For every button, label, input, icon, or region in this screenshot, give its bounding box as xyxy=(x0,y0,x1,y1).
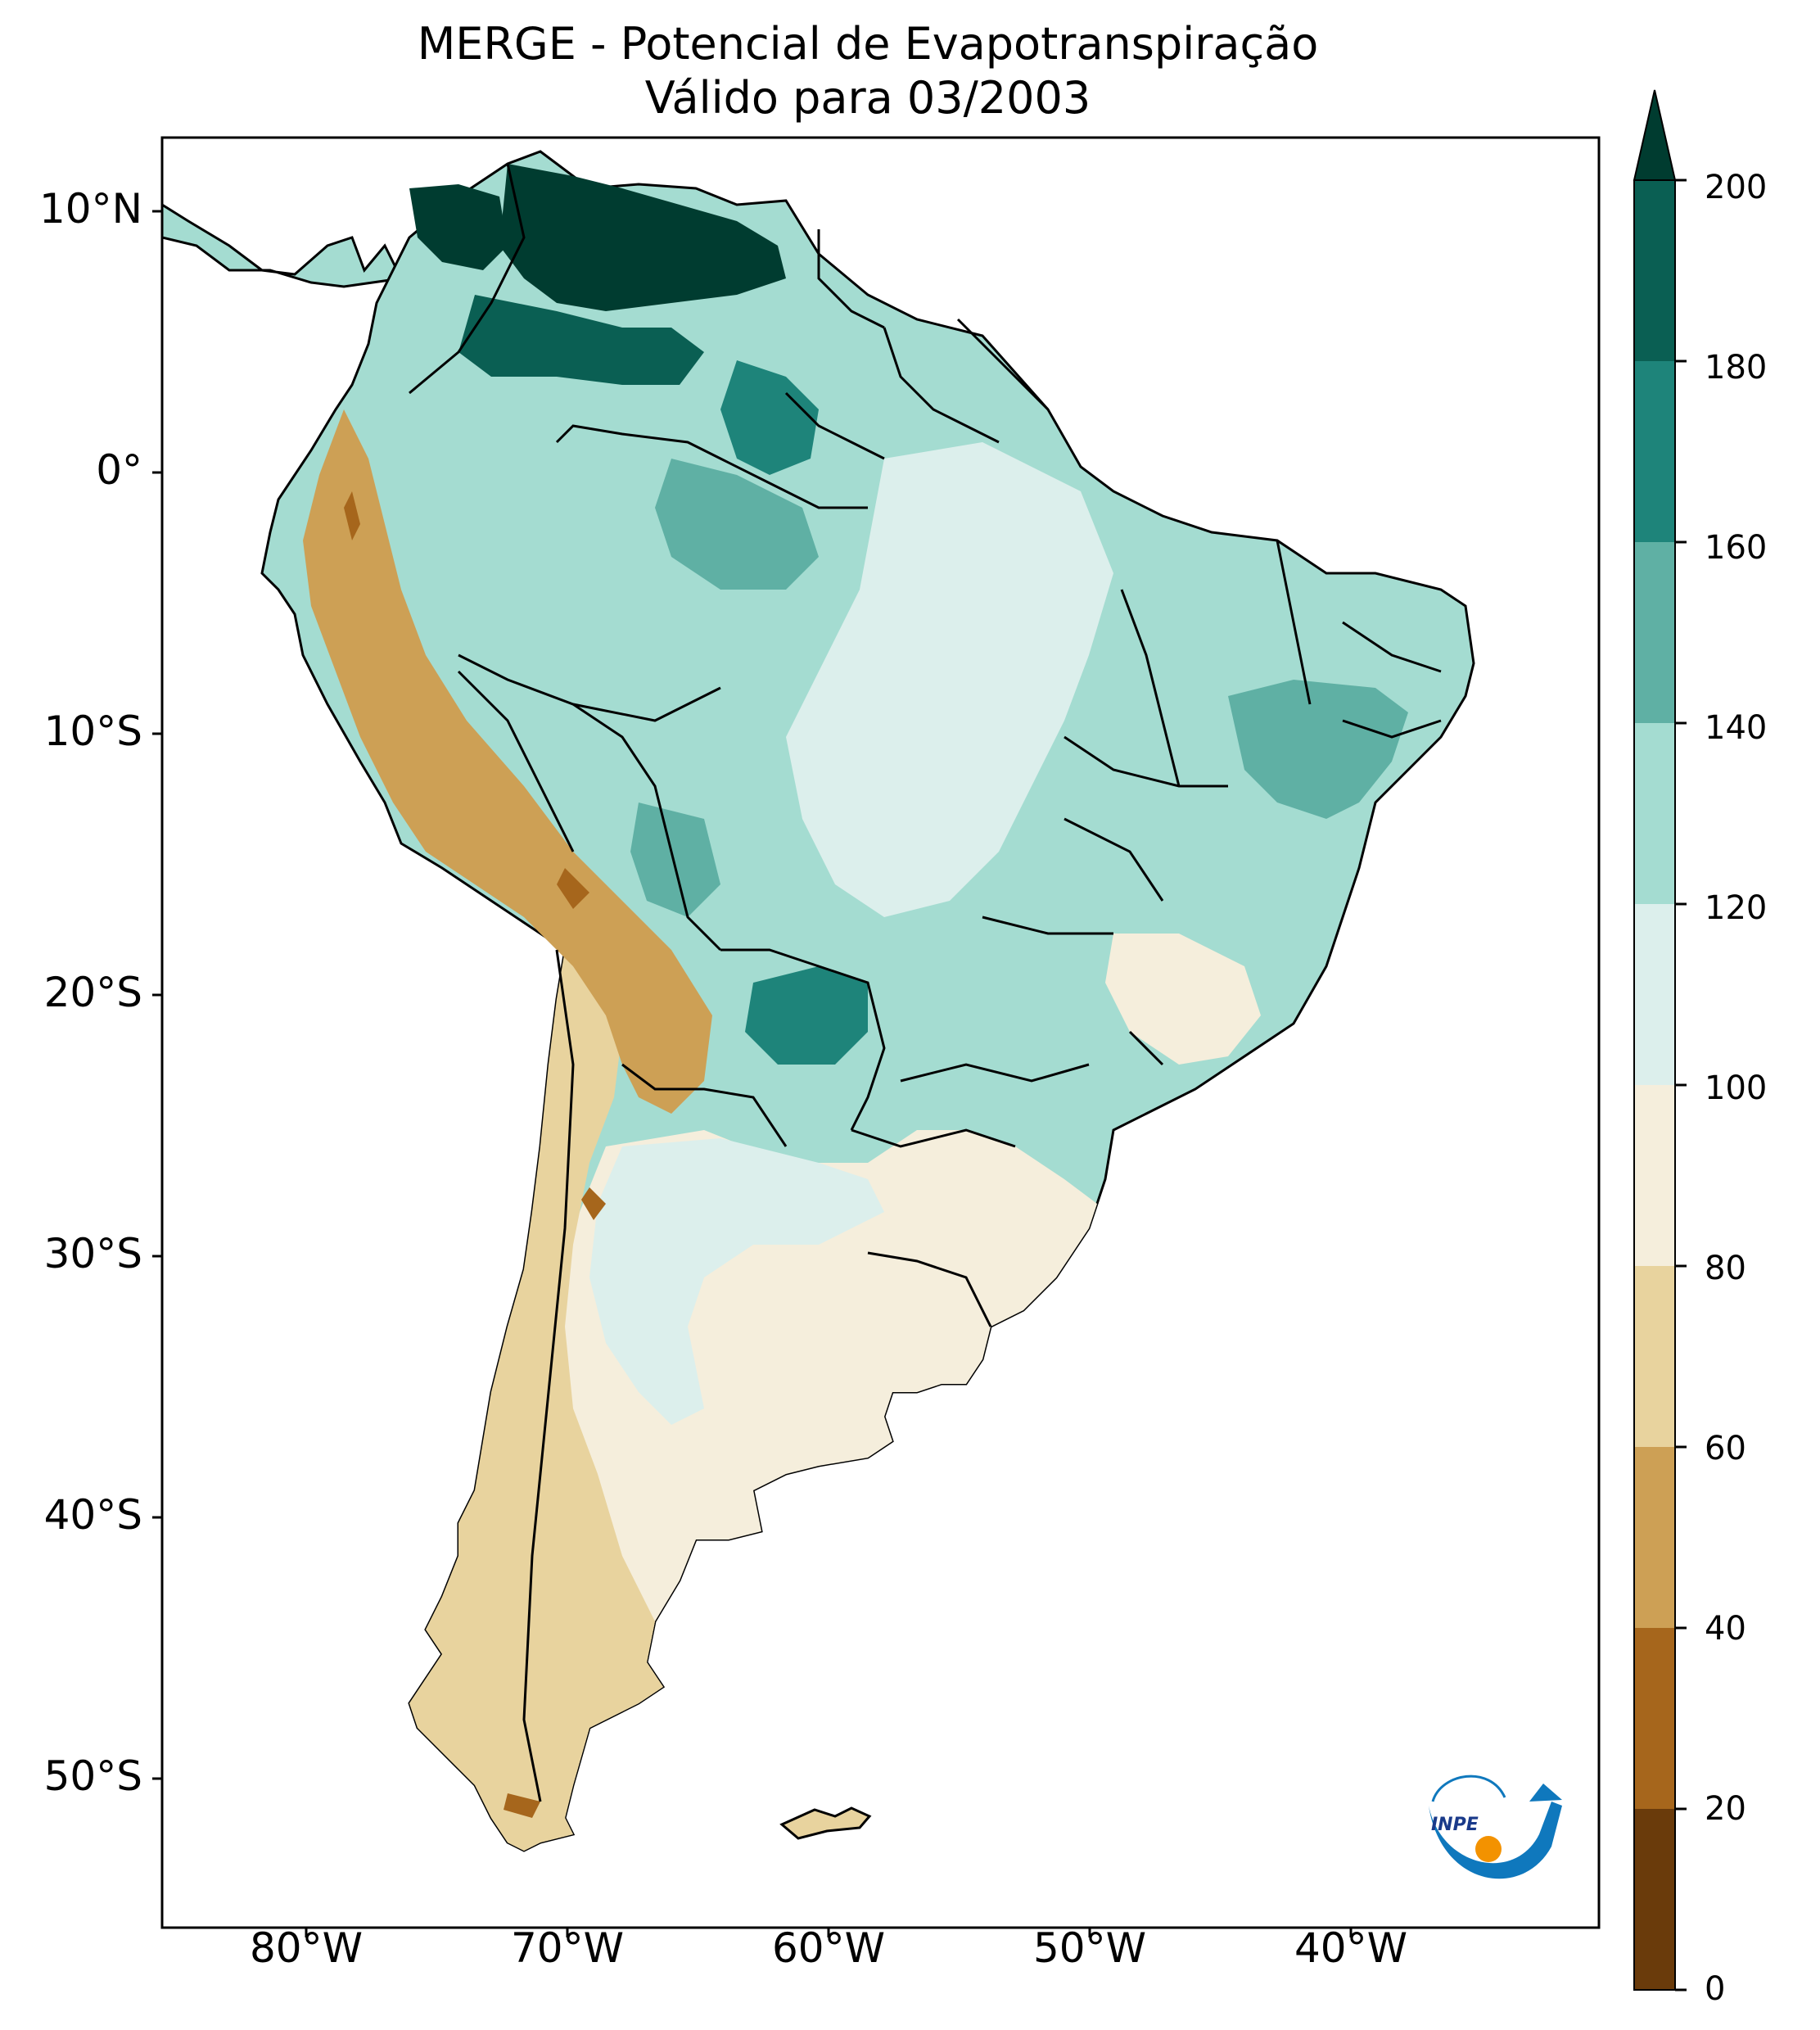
colorbar xyxy=(1633,89,1687,1992)
colorbar-tick-140: 140 xyxy=(1705,709,1768,747)
region-colombia-dark xyxy=(409,184,508,270)
colorbar-segment-40-60 xyxy=(1634,1447,1675,1628)
colorbar-segment-160-180 xyxy=(1634,361,1675,542)
region-chaco-teal xyxy=(745,966,868,1065)
region-central-brazil xyxy=(786,442,1113,917)
colorbar-tick-40: 40 xyxy=(1705,1610,1746,1648)
lat-label-0: 0° xyxy=(96,446,142,494)
colorbar-tick-200: 200 xyxy=(1705,169,1768,206)
colorbar-tick-120: 120 xyxy=(1705,889,1768,927)
region-central-argentina xyxy=(589,1138,884,1425)
axis-ticks xyxy=(152,210,1353,1937)
falkland-islands xyxy=(779,1806,872,1840)
colorbar-segment-100-120 xyxy=(1634,904,1675,1085)
central-america-land xyxy=(162,203,404,288)
lat-label-10n: 10°N xyxy=(38,185,142,233)
region-venezuela-mid xyxy=(458,295,704,385)
lat-label-30s: 30°S xyxy=(43,1230,142,1277)
colorbar-segment-120-140 xyxy=(1634,723,1675,904)
inpe-logo-orbit xyxy=(1431,1775,1506,1802)
lat-label-10s: 10°S xyxy=(43,708,142,755)
inpe-logo xyxy=(1429,1775,1562,1879)
colorbar-tick-100: 100 xyxy=(1705,1069,1768,1107)
region-venezuela-dark xyxy=(499,164,786,311)
colorbar-tick-180: 180 xyxy=(1705,349,1768,387)
colorbar-segment-80-100 xyxy=(1634,1085,1675,1266)
colorbar-tick-80: 80 xyxy=(1705,1250,1746,1287)
colorbar-segment-20-40 xyxy=(1634,1628,1675,1809)
lat-label-50s: 50°S xyxy=(43,1752,142,1800)
region-patagonia xyxy=(409,950,663,1851)
region-bolivia-teal xyxy=(630,803,720,917)
colorbar-tick-160: 160 xyxy=(1705,529,1768,567)
lat-label-20s: 20°S xyxy=(43,969,142,1016)
colorbar-tick-0: 0 xyxy=(1705,1970,1726,2008)
colorbar-segment-180-200 xyxy=(1634,180,1675,361)
lat-label-40s: 40°S xyxy=(43,1491,142,1539)
region-andes xyxy=(303,409,712,1114)
region-southeast-brazil xyxy=(1105,934,1261,1065)
inpe-logo-arrow xyxy=(1529,1784,1562,1802)
map-area xyxy=(162,150,1562,1879)
colorbar-segment-0-20 xyxy=(1634,1809,1675,1990)
map-frame xyxy=(160,136,1601,1929)
colorbar-extend-arrow xyxy=(1633,89,1677,181)
chart-title: MERGE - Potencial de Evapotranspiração xyxy=(417,18,1319,70)
country-borders xyxy=(409,163,1442,1802)
region-guiana-teal xyxy=(720,360,819,475)
inpe-logo-sun xyxy=(1475,1836,1502,1862)
chart-subtitle: Válido para 03/2003 xyxy=(644,72,1091,124)
region-amazon-mid xyxy=(655,459,819,590)
inpe-logo-text: INPE xyxy=(1431,1815,1479,1835)
colorbar-tick-20: 20 xyxy=(1705,1790,1746,1828)
inpe-logo-swoosh xyxy=(1429,1802,1562,1879)
colorbar-segment-60-80 xyxy=(1634,1266,1675,1447)
colorbar-tick-60: 60 xyxy=(1705,1430,1746,1467)
colorbar-segment-140-160 xyxy=(1634,542,1675,723)
region-northeast-teal xyxy=(1228,680,1408,819)
